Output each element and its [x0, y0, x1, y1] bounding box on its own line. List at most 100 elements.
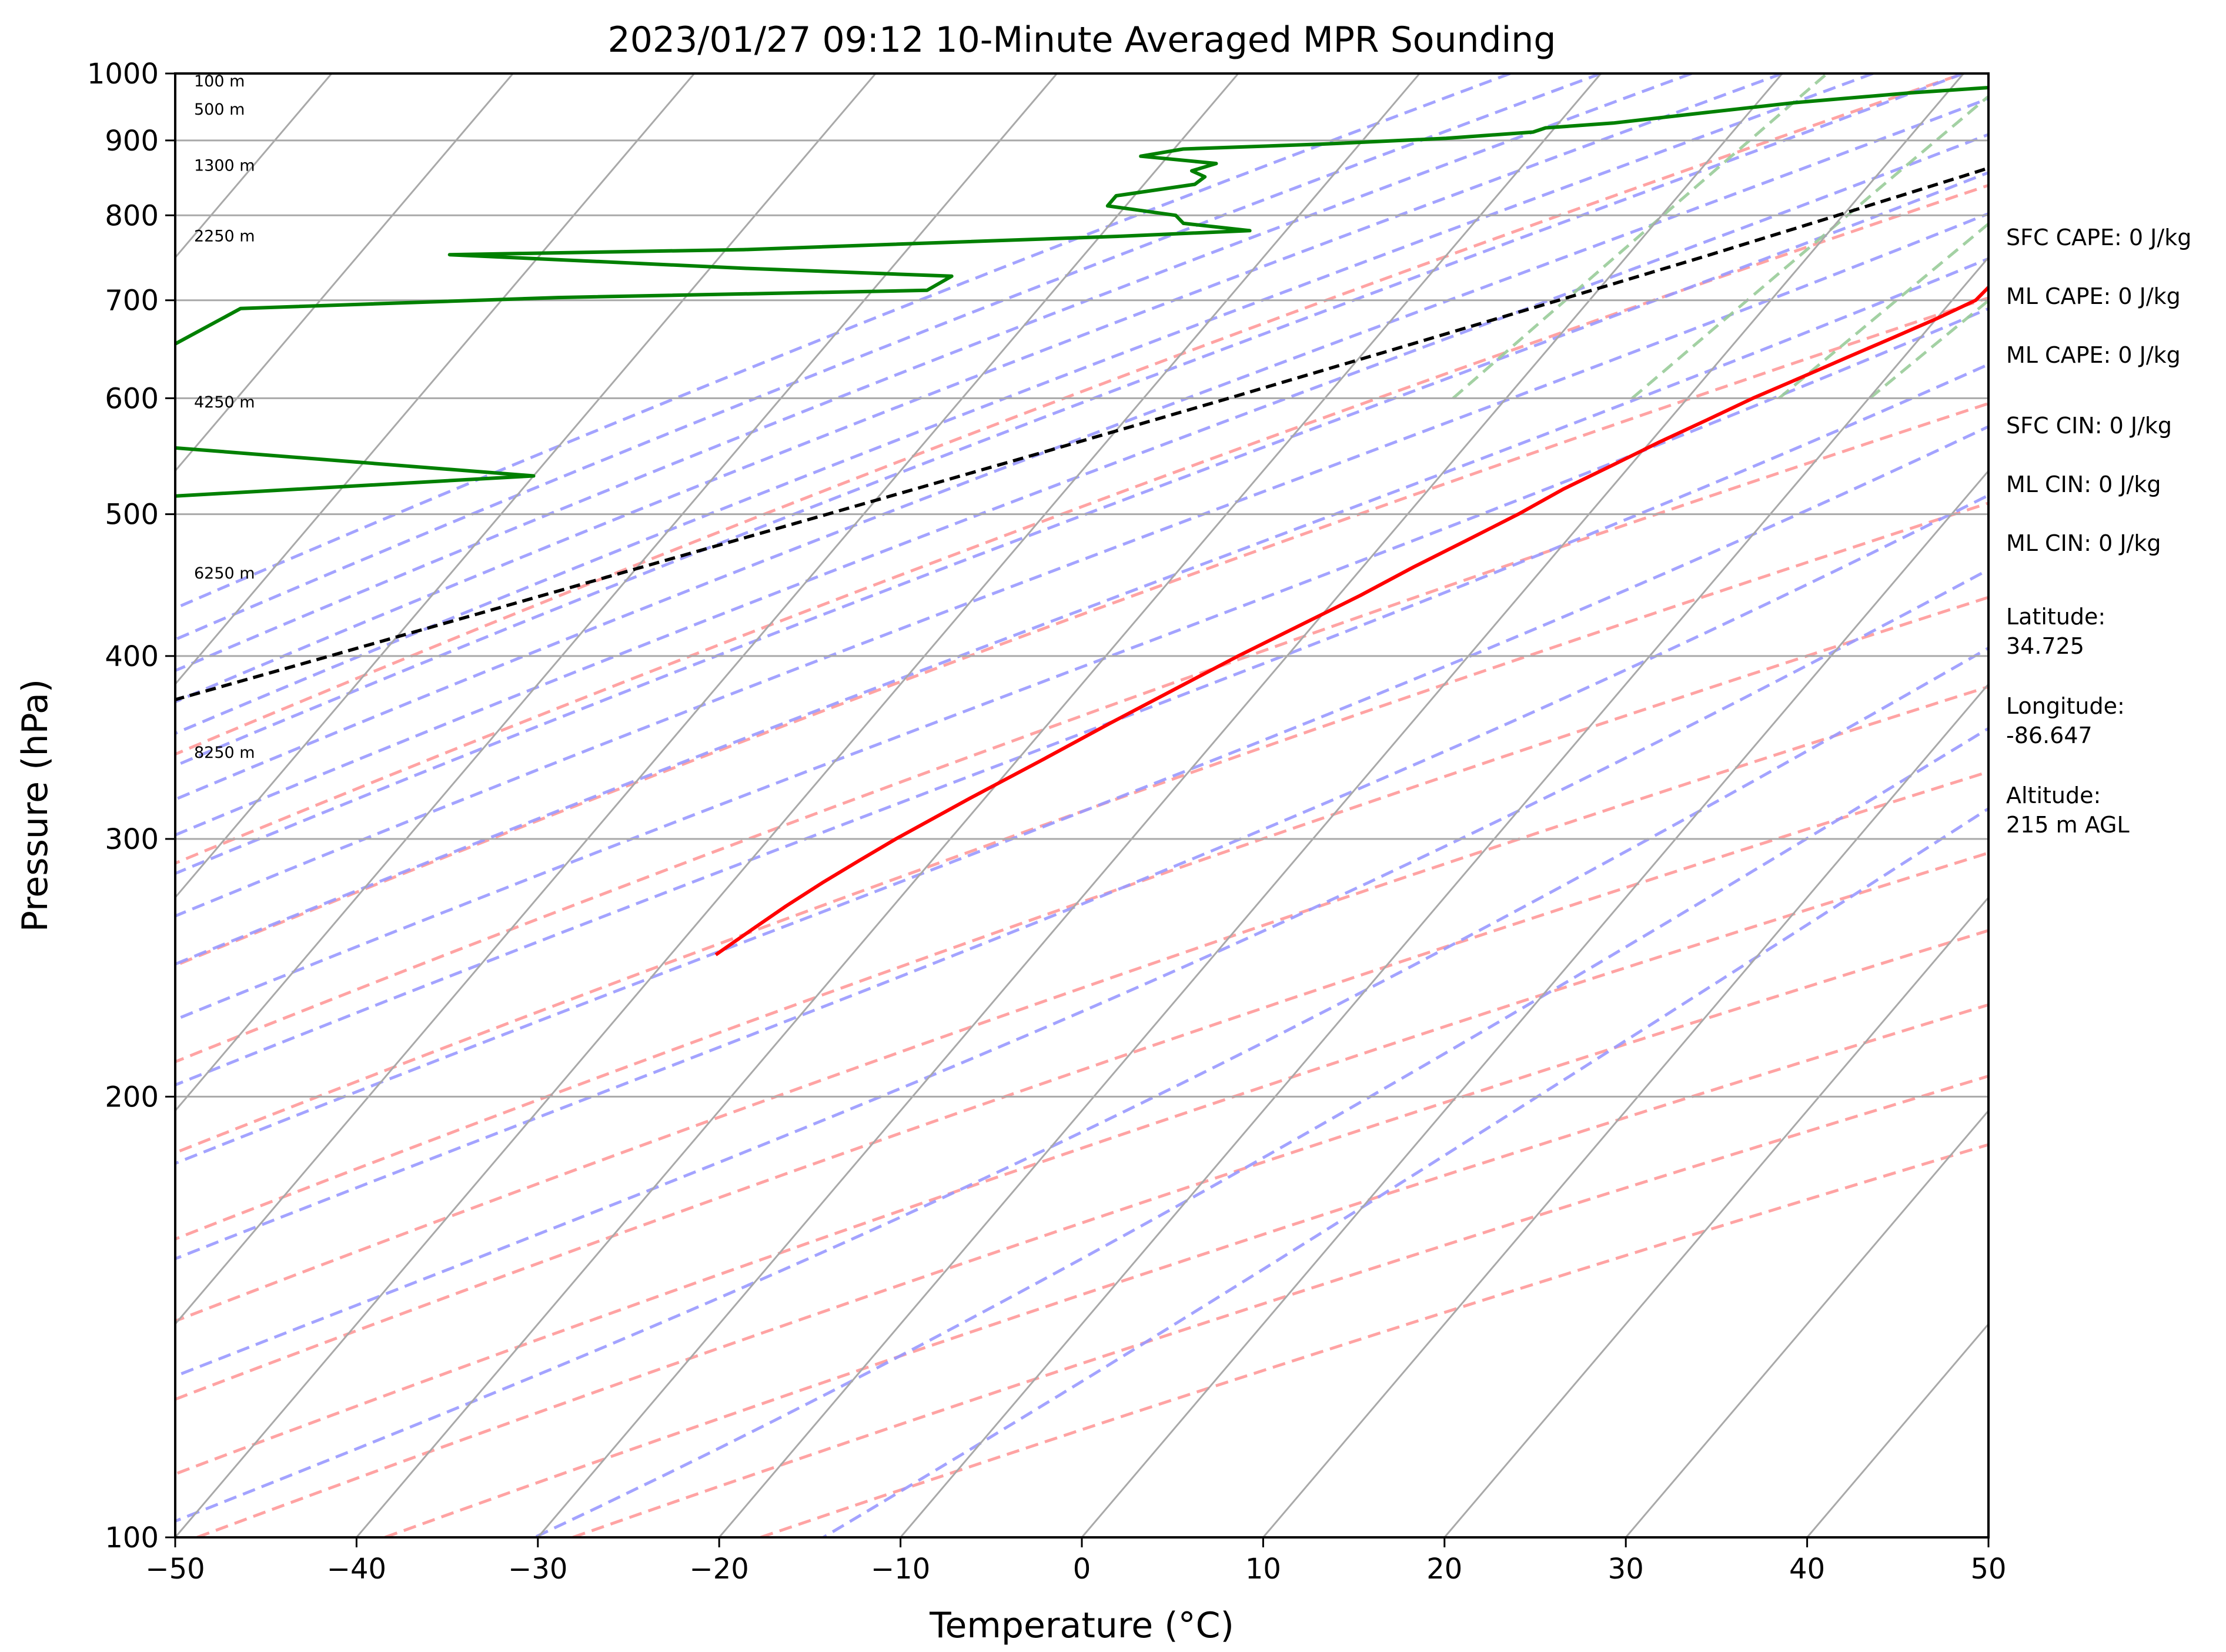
dry-adiabat	[760, 1143, 1988, 1537]
isotherm	[175, 73, 1239, 1326]
y-tick-label: 900	[105, 125, 159, 158]
dry-adiabat	[175, 296, 1988, 967]
isotherm	[537, 73, 1783, 1537]
dry-adiabat	[175, 851, 1988, 1476]
dry-adiabat	[175, 596, 1988, 1241]
height-label: 100 m	[194, 72, 245, 91]
mixing-ratio-line	[1869, 299, 1988, 400]
background-lines	[175, 73, 2226, 1537]
moist-adiabat	[175, 73, 1874, 735]
moist-adiabat	[175, 212, 1988, 918]
x-axis-label: Temperature (°C)	[929, 1605, 1234, 1646]
x-tick-label: −10	[871, 1553, 930, 1586]
stat-sfc-cape: SFC CAPE: 0 J/kg	[2006, 225, 2191, 250]
moist-adiabat	[175, 170, 1988, 875]
dry-adiabat	[572, 1074, 1988, 1537]
y-axis-label: Pressure (hPa)	[15, 679, 56, 932]
isotherm	[356, 73, 1602, 1537]
mixing-ratio-line	[1452, 73, 1829, 400]
x-tick-label: 0	[1073, 1553, 1091, 1586]
height-labels: 100 m 500 m 1300 m 2250 m 4250 m 6250 m 8250 m	[194, 72, 255, 762]
moist-adiabat	[175, 257, 1988, 966]
isotherm	[1081, 469, 1988, 1537]
y-axis-ticks: 100 200 300 400 500 600 700 800 900 1000	[87, 58, 175, 1554]
y-tick-label: 200	[105, 1081, 159, 1113]
mixing-ratio-line	[1778, 222, 1988, 400]
moist-adiabat	[534, 727, 1988, 1537]
dry-adiabat	[384, 1003, 1988, 1537]
longitude-value: -86.647	[2006, 723, 2093, 748]
moist-adiabat	[175, 73, 1511, 610]
height-label: 6250 m	[194, 564, 255, 583]
height-label: 8250 m	[194, 744, 255, 762]
y-tick-label: 400	[105, 640, 159, 673]
moist-adiabat	[175, 96, 1988, 801]
x-tick-label: −40	[327, 1553, 386, 1586]
moist-adiabat	[175, 73, 1692, 673]
stats-panel: SFC CAPE: 0 J/kg ML CAPE: 0 J/kg ML CAPE…	[2006, 225, 2191, 838]
x-tick-label: 50	[1970, 1553, 2006, 1586]
parcel-path	[175, 166, 1988, 701]
altitude-label: Altitude:	[2006, 782, 2101, 808]
dry-adiabat	[175, 685, 1988, 1323]
plot-area: 100 m 500 m 1300 m 2250 m 4250 m 6250 m 8250 m	[174, 72, 2226, 1539]
moist-adiabat	[175, 133, 1988, 837]
moist-adiabat	[175, 424, 1988, 1165]
x-tick-label: −50	[145, 1553, 205, 1586]
altitude-value: 215 m AGL	[2006, 812, 2130, 838]
height-label: 500 m	[194, 101, 245, 119]
y-tick-label: 500	[105, 499, 159, 531]
x-tick-label: 10	[1245, 1553, 1281, 1586]
moist-adiabat	[175, 646, 1988, 1523]
x-axis-ticks: −50 −40 −30 −20 −10 0 10 20 30 40 50	[145, 1537, 2007, 1586]
isotherm	[175, 73, 877, 899]
temperature-profile	[714, 285, 1988, 957]
x-tick-label: 40	[1789, 1553, 1825, 1586]
height-label: 1300 m	[194, 157, 255, 175]
height-label: 4250 m	[194, 393, 255, 412]
dry-adiabat	[175, 770, 1988, 1401]
y-tick-label: 300	[105, 823, 159, 856]
y-tick-label: 700	[105, 285, 159, 317]
isotherm	[175, 73, 696, 686]
moist-adiabat	[175, 73, 1602, 641]
stat-ml-cape: ML CAPE: 0 J/kg	[2006, 283, 2181, 309]
chart-title: 2023/01/27 09:12 10-Minute Averaged MPR …	[608, 19, 1556, 61]
dry-adiabat	[196, 929, 1988, 1537]
moist-adiabat	[175, 493, 1988, 1260]
y-tick-label: 1000	[87, 58, 159, 91]
latitude-value: 34.725	[2006, 633, 2084, 659]
data-series	[175, 85, 1988, 957]
moist-adiabat	[175, 568, 1988, 1378]
moist-adiabat	[175, 73, 1964, 768]
latitude-label: Latitude:	[2006, 604, 2105, 630]
mixing-ratio-line	[2211, 73, 2226, 398]
isotherm	[1625, 1109, 1988, 1537]
isotherm	[1262, 683, 1988, 1537]
height-label: 2250 m	[194, 228, 255, 246]
y-tick-label: 800	[105, 199, 159, 232]
y-tick-label: 600	[105, 382, 159, 415]
x-tick-label: −20	[690, 1553, 749, 1586]
stat-sfc-cin: SFC CIN: 0 J/kg	[2006, 413, 2172, 439]
x-tick-label: −30	[508, 1553, 567, 1586]
x-tick-label: 30	[1608, 1553, 1644, 1586]
isotherm	[175, 73, 1058, 1112]
plot-background	[175, 73, 1988, 1537]
dry-adiabat	[175, 183, 1988, 865]
y-tick-label: 100	[105, 1521, 159, 1554]
stat-ml-cape-2: ML CAPE: 0 J/kg	[2006, 342, 2181, 368]
mixing-ratio-line	[1631, 94, 1988, 400]
isotherm	[718, 73, 1964, 1537]
moist-adiabat	[175, 73, 1783, 704]
isotherm	[175, 73, 1421, 1537]
stat-ml-cin-2: ML CIN: 0 J/kg	[2006, 530, 2161, 556]
isotherm	[175, 73, 514, 473]
dry-adiabat	[175, 73, 1964, 756]
x-tick-label: 20	[1426, 1553, 1462, 1586]
stat-ml-cin: ML CIN: 0 J/kg	[2006, 471, 2161, 497]
isotherm	[1443, 896, 1988, 1537]
dewpoint-profile	[175, 85, 1988, 498]
longitude-label: Longitude:	[2006, 693, 2125, 719]
